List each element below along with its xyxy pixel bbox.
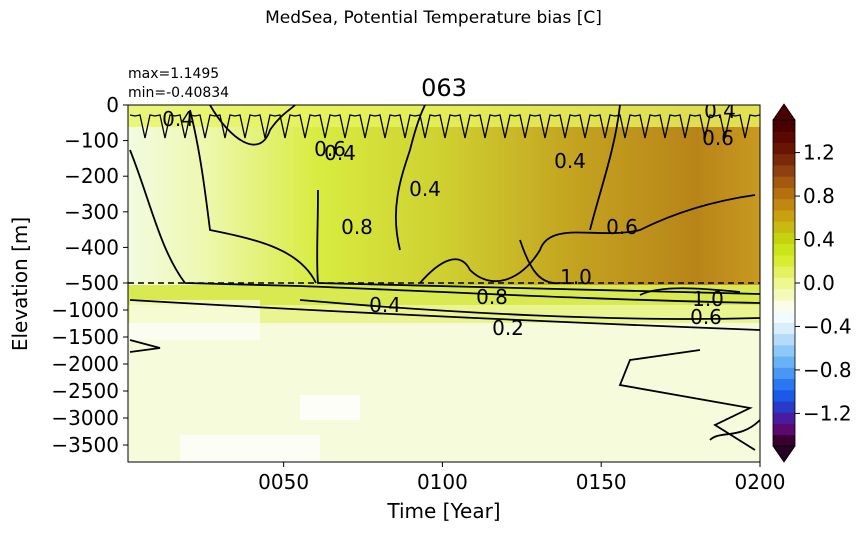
contour-line	[129, 339, 161, 353]
colorbar-segment	[773, 344, 795, 357]
x-tick-label: 0100	[417, 470, 468, 494]
figure-suptitle: MedSea, Potential Temperature bias [C]	[265, 8, 602, 28]
contour-line	[618, 349, 756, 451]
y-tick-label: −3000	[51, 406, 119, 430]
contour-label: 0.4	[409, 177, 441, 201]
colorbar-extend-max	[772, 103, 796, 121]
contour-labels: 0.40.60.40.8 0.61.00.60.40.40.40.8 1.00.40…	[162, 99, 736, 340]
colorbar-tick-label: 0.8	[803, 184, 835, 208]
deep-white-patch-1	[300, 395, 360, 420]
y-axis-label: Elevation [m]	[8, 217, 32, 351]
y-tick-label: −2500	[51, 379, 119, 403]
contour-line	[299, 299, 760, 320]
y-tick-label: −3500	[51, 433, 119, 457]
y-tick-label: −2000	[51, 352, 119, 376]
colorbar-segment	[773, 423, 795, 436]
colorbar-segment	[773, 288, 795, 301]
contour-label: 0.8	[476, 285, 508, 309]
colorbar-tick-label: 0.0	[803, 271, 835, 295]
colorbar-segment	[773, 367, 795, 380]
y-axis: 0 −100 −200 −300 −400 −500 −1000 −1500 −2000 −250…	[51, 93, 128, 457]
contour-label: 0.6	[606, 215, 638, 239]
contour-line	[589, 105, 621, 231]
colorbar-segment	[773, 401, 795, 413]
colorbar-segment	[773, 120, 795, 132]
colorbar: 1.2 0.8 0.4 0.0 −0.4 −0.8 −1.2	[772, 103, 852, 463]
contour-line	[519, 239, 561, 284]
colorbar-segment	[773, 322, 795, 335]
heatmap-field: 0.40.60.40.8 0.61.00.60.40.40.40.8 1.00.40…	[128, 99, 760, 462]
colorbar-segment	[773, 266, 795, 278]
chart-title: 063	[421, 74, 467, 102]
colorbar-extend-min	[772, 445, 796, 463]
contour-label: 1.0	[560, 265, 592, 289]
colorbar-segment	[773, 142, 795, 155]
colorbar-segment	[773, 356, 795, 368]
colorbar-segment	[773, 378, 795, 391]
y-tick-label: −100	[64, 129, 119, 153]
colorbar-segment	[773, 153, 795, 166]
contour-line	[316, 189, 760, 295]
colorbar-segment	[773, 131, 795, 143]
contour-line	[129, 149, 760, 304]
colorbar-segment	[773, 164, 795, 177]
colorbar-segment	[773, 311, 795, 323]
contour-label: 0.6	[690, 305, 722, 329]
y-tick-label: 0	[106, 93, 119, 117]
deep-white-patch-2	[180, 435, 320, 462]
contour-line	[129, 299, 760, 331]
colorbar-tick-label: −0.4	[803, 314, 852, 338]
contour-label: 0.6	[314, 137, 346, 161]
colorbar-tick-label: −1.2	[803, 401, 852, 425]
colorbar-segment	[773, 176, 795, 188]
contour-label: 0.4	[554, 149, 586, 173]
colorbar-segment	[773, 232, 795, 245]
contour-label: 0.2	[492, 316, 524, 340]
contour-line	[419, 194, 756, 284]
colorbar-segment	[773, 434, 795, 447]
colorbar-tick-label: −0.8	[803, 358, 852, 382]
colorbar-segment	[773, 412, 795, 425]
contour-line	[639, 287, 741, 296]
x-tick-label: 0050	[258, 470, 309, 494]
y-tick-label: −1500	[51, 325, 119, 349]
contour-label: 0.4	[369, 293, 401, 317]
y-tick-label: −300	[64, 200, 119, 224]
colorbar-tick-label: 1.2	[803, 141, 835, 165]
contour-lines	[129, 105, 760, 451]
y-tick-label: −500	[64, 271, 119, 295]
colorbar-segment	[773, 243, 795, 256]
contour-line-surface	[129, 114, 760, 139]
x-tick-label: 0150	[576, 470, 627, 494]
contour-label: 0.8	[341, 215, 373, 239]
contour-line	[189, 109, 317, 284]
min-stat: min=-0.40834	[128, 85, 230, 101]
contour-label: 0.4	[324, 141, 356, 165]
max-stat: max=1.1495	[128, 66, 220, 82]
x-tick-label: 0200	[735, 470, 786, 494]
y-tick-label: −1000	[51, 298, 119, 322]
x-axis: 0050 0100 0150 0200	[258, 462, 785, 494]
colorbar-segment	[773, 187, 795, 200]
contour-line	[709, 419, 760, 441]
contour-label: 0.4	[704, 99, 736, 123]
colorbar-segment	[773, 254, 795, 267]
contour-line	[394, 105, 426, 251]
colorbar-tick-label: 0.4	[803, 228, 835, 252]
colorbar-segment	[773, 333, 795, 346]
colorbar-segment	[773, 198, 795, 211]
contour-label: 0.6	[702, 126, 734, 150]
y-tick-label: −200	[64, 164, 119, 188]
contour-label: 0.4	[162, 107, 194, 131]
y-tick-label: −400	[64, 235, 119, 259]
contour-label: 1.0	[692, 287, 724, 311]
colorbar-segment	[773, 209, 795, 222]
colorbar-segment	[773, 277, 795, 290]
colorbar-segment	[773, 221, 795, 233]
colorbar-segment	[773, 389, 795, 402]
colorbar-segment	[773, 299, 795, 312]
x-axis-label: Time [Year]	[386, 499, 500, 523]
